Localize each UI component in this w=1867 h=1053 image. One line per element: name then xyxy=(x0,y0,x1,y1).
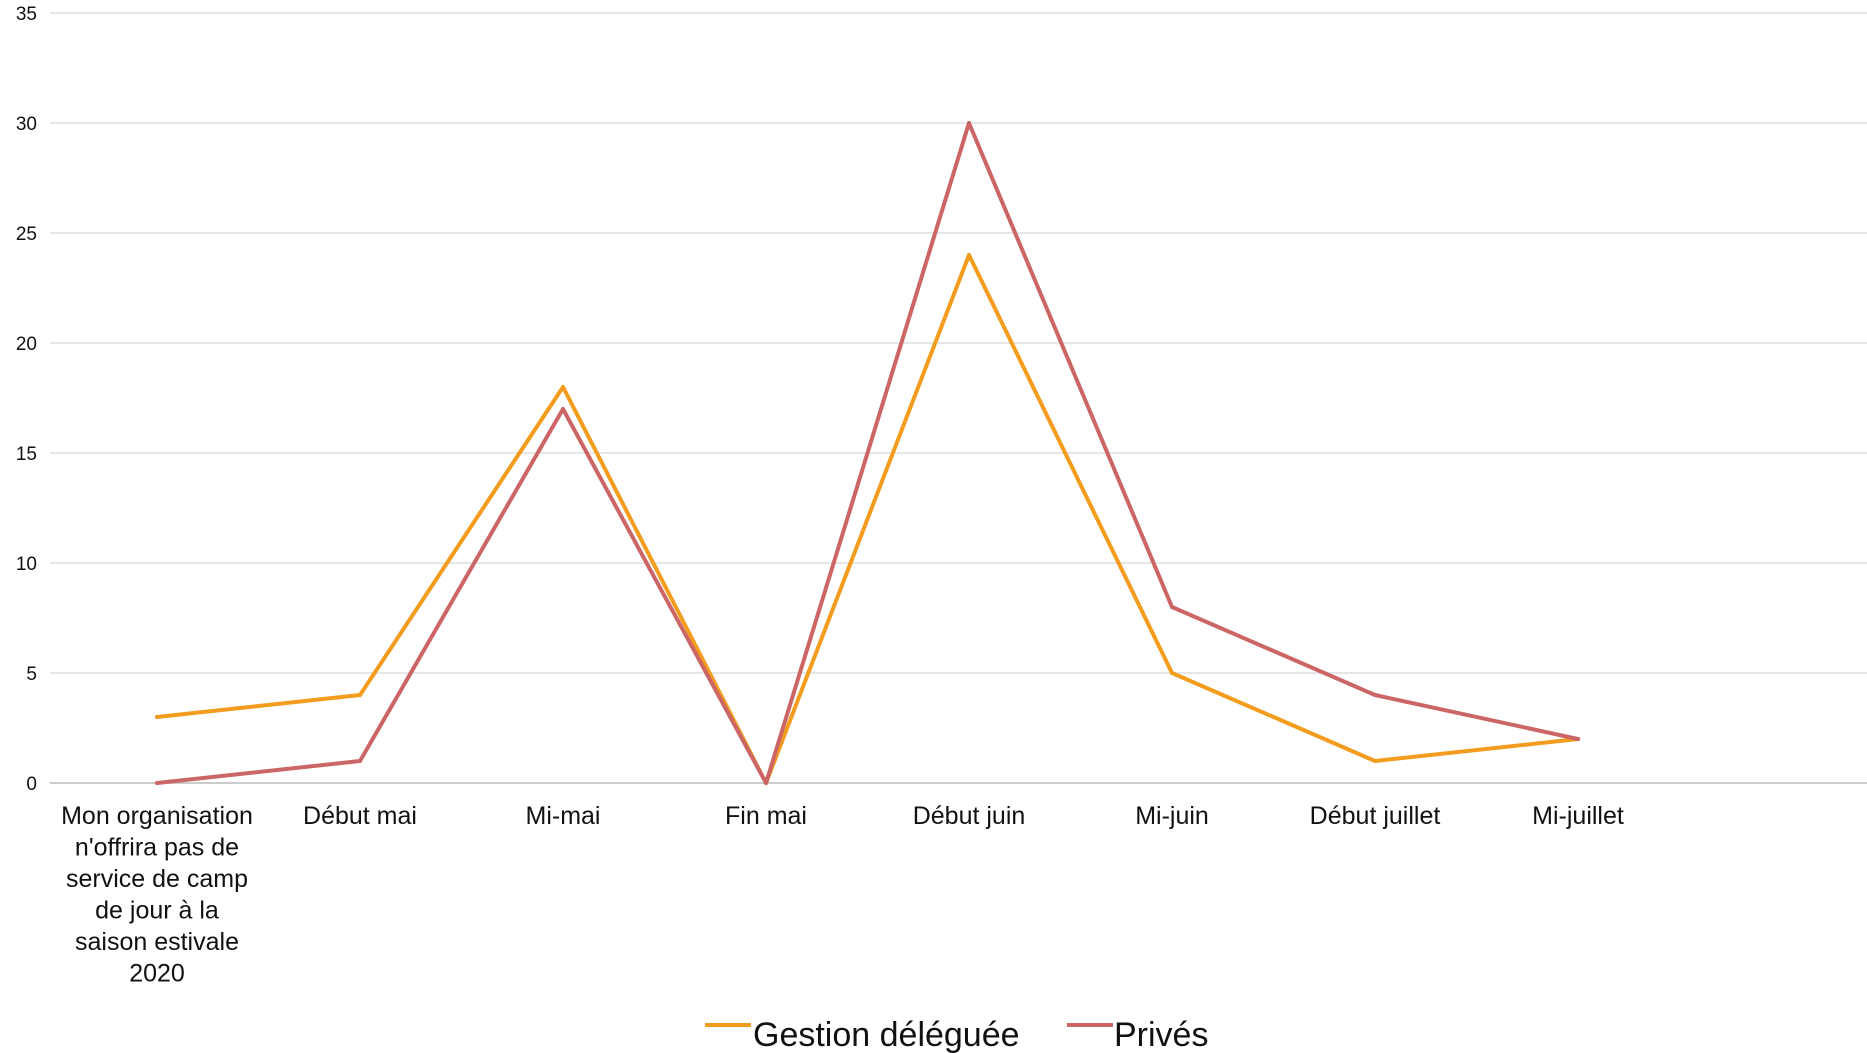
data-point xyxy=(1576,737,1580,741)
x-tick-label: Début juin xyxy=(913,802,1026,830)
y-tick-label-5: 5 xyxy=(26,664,37,685)
series-line-1 xyxy=(157,255,1578,783)
x-tick-label: Mi-mai xyxy=(526,802,601,830)
y-tick-label-30: 30 xyxy=(16,114,37,135)
x-tick-label: Fin mai xyxy=(725,802,807,830)
x-tick-label: Mi-juin xyxy=(1135,802,1209,830)
data-point xyxy=(764,781,768,785)
data-point xyxy=(967,121,971,125)
data-point xyxy=(358,693,362,697)
legend: Gestion déléguée Privés xyxy=(705,1016,1208,1053)
data-point xyxy=(1373,759,1377,763)
data-point xyxy=(561,407,565,411)
data-point xyxy=(1170,671,1174,675)
gridlines xyxy=(50,13,1867,783)
y-tick-label-10: 10 xyxy=(16,554,37,575)
y-axis-tick-labels: 0 5 10 15 20 25 30 35 xyxy=(16,4,37,795)
y-tick-label-35: 35 xyxy=(16,4,37,25)
x-tick-label: Début juillet xyxy=(1310,802,1441,830)
y-tick-label-15: 15 xyxy=(16,444,37,465)
x-tick-label: Mon organisation n'offrira pas de service … xyxy=(61,802,253,988)
y-tick-label-25: 25 xyxy=(16,224,37,245)
x-tick-label: Début mai xyxy=(303,802,417,830)
data-point xyxy=(1170,605,1174,609)
data-point xyxy=(561,385,565,389)
data-point xyxy=(1373,693,1377,697)
x-tick-label: Mi-juillet xyxy=(1532,802,1624,830)
x-axis-tick-labels: Mon organisation n'offrira pas de service … xyxy=(61,802,1624,988)
data-point xyxy=(358,759,362,763)
data-point xyxy=(155,781,159,785)
y-tick-label-20: 20 xyxy=(16,334,37,355)
data-point xyxy=(967,253,971,257)
y-tick-label-0: 0 xyxy=(26,774,37,795)
legend-label-2: Privés xyxy=(1114,1016,1208,1053)
legend-label-1: Gestion déléguée xyxy=(753,1016,1020,1053)
data-point xyxy=(155,715,159,719)
